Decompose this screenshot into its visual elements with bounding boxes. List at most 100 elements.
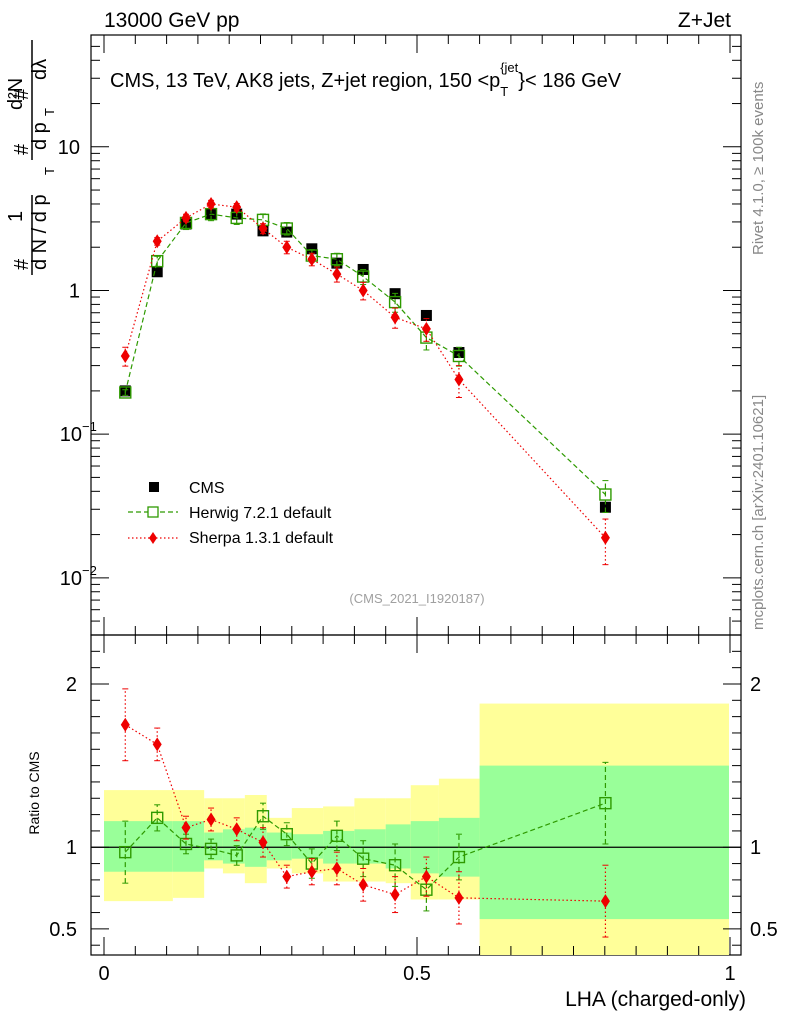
data-point [330,829,344,843]
data-point [181,210,191,225]
svg-text:Sherpa 1.3.1 default: Sherpa 1.3.1 default [189,530,334,547]
data-point [421,869,431,884]
data-point [454,372,464,387]
data-point [151,254,164,268]
data-point [119,845,132,859]
xtick-label: 0 [98,963,109,985]
svg-text:#: # [11,258,33,270]
main-title: CMS, 13 TeV, AK8 jets, Z+jet region, 150… [110,60,622,99]
svg-text:dλ: dλ [29,59,51,80]
data-point [332,861,342,876]
series-sherpa [120,196,610,566]
main-series [119,196,612,566]
data-point [358,283,368,298]
series-herwig [119,207,612,513]
band-inner [266,832,292,861]
series-sherpa [120,688,610,938]
data-point [600,894,610,909]
band-inner [104,821,173,872]
svg-text:d N / d p: d N / d p [29,194,51,270]
data-point [181,820,191,835]
ratio-ytick-label: 1 [66,837,77,859]
svg-text:1: 1 [5,211,27,222]
legend-entry-herwig: Herwig 7.2.1 default [128,505,332,522]
x-axis-label: LHA (charged-only) [565,988,746,1011]
data-point [204,842,218,856]
data-point [358,877,368,892]
data-point [420,309,432,321]
ratio-ytick-label-right: 1 [750,837,761,859]
series-line [124,203,606,539]
data-point [282,869,292,884]
svg-text:CMS: CMS [189,480,225,497]
data-point [151,266,163,278]
data-point [307,252,317,267]
data-point [258,835,268,850]
data-point [152,737,162,752]
data-point [421,321,431,336]
svg-text:T: T [42,108,57,116]
main-ytick-label: 1 [69,280,80,302]
ratio-series [119,688,612,938]
data-point [280,827,293,841]
band-inner [354,829,386,864]
series-line [124,213,606,495]
data-point [599,501,611,513]
svg-text:d²N: d²N [5,78,27,110]
data-point [232,822,242,837]
data-point [330,253,344,266]
data-point [599,488,612,501]
main-ytick-exponent: −1 [82,419,97,434]
data-point [232,200,242,215]
series-herwig [119,761,612,912]
data-point [332,267,342,282]
main-ytick-label: 10 [60,568,82,590]
header-energy: 13000 GeV pp [104,9,239,32]
ratio-ytick-label-right: 0.5 [750,919,778,941]
svg-text:d p: d p [29,122,51,150]
data-point [356,852,370,865]
svg-text:#: # [11,143,33,155]
main-ytick-exponent: −2 [82,563,97,578]
band-inner [204,832,223,861]
mcplots-label: mcplots.cern.ch [arXiv:2401.10621] [750,395,767,630]
legend: CMS Herwig 7.2.1 default Sherpa 1.3.1 de… [128,480,334,547]
data-point [120,717,130,732]
data-point [151,811,164,825]
svg-text:T: T [42,167,57,175]
data-point [453,347,465,359]
data-point [452,850,466,864]
xtick-label: 0.5 [403,963,431,985]
band-inner [479,765,729,920]
data-point [600,530,610,545]
ratio-axes: 0.5 0.5 1 1 2 2 0 0.5 1 [49,635,778,985]
ratio-ytick-label-right: 2 [750,674,761,696]
band-inner [222,829,245,864]
data-point [454,890,464,905]
svg-text:#: # [11,88,33,100]
series-line [124,802,606,891]
header-process: Z+Jet [678,9,731,32]
legend-entry-sherpa: Sherpa 1.3.1 default [128,530,334,547]
ratio-panel-frame [90,634,742,956]
data-point [388,859,402,872]
data-point [307,864,317,879]
data-point [390,310,400,325]
ratio-ylabel: Ratio to CMS [26,751,42,834]
data-point [282,240,292,255]
ratio-ytick-label: 2 [66,674,77,696]
data-point [230,849,243,862]
svg-text:Herwig 7.2.1 default: Herwig 7.2.1 default [189,505,332,522]
data-point [152,234,162,249]
rivet-version-label: Rivet 4.1.0, ≥ 100k events [750,82,767,255]
xtick-label: 1 [724,963,735,985]
analysis-id: (CMS_2021_I1920187) [349,591,484,606]
data-point [306,243,318,255]
band-inner [291,834,324,859]
series-cms [119,208,611,513]
data-point [120,348,130,363]
main-ytick-label: 10 [58,137,80,159]
data-point [206,812,216,827]
